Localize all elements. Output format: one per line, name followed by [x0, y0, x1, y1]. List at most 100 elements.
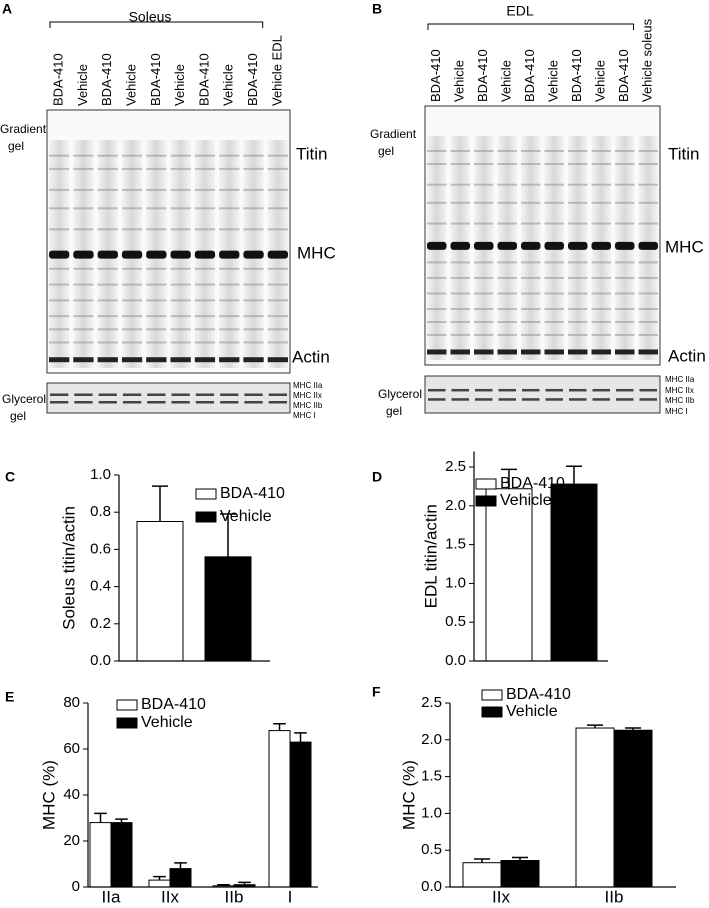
gel-band [521, 292, 541, 295]
gel-band [497, 150, 517, 153]
legend-swatch [475, 478, 497, 490]
isoform-label: MHC I [665, 407, 688, 416]
gel-band [97, 167, 118, 170]
gel-band [121, 167, 143, 170]
gel-band [638, 333, 658, 336]
bar [613, 729, 653, 888]
gel-band [591, 308, 611, 311]
gel-band [591, 162, 611, 165]
band-label: Titin [668, 144, 700, 163]
isoform-label: MHC IIb [293, 401, 323, 410]
gel-band-actin [49, 357, 70, 363]
lane-label: BDA-410 [51, 53, 66, 106]
gel-band [615, 308, 635, 311]
lane-label: Vehicle [75, 64, 90, 106]
gel-band-mhc [521, 241, 541, 250]
legend-swatch [195, 488, 217, 500]
gel-band-actin [219, 357, 240, 363]
gel-band [474, 292, 494, 295]
gel-band [638, 201, 658, 204]
gel-band [243, 228, 264, 231]
error-bar [94, 812, 107, 823]
y-tick-label: 0 [72, 878, 80, 895]
y-tick-label: 0.5 [421, 841, 442, 858]
error-bar [625, 727, 641, 731]
y-tick-label: 1.5 [445, 536, 466, 553]
legend-label: Vehicle [506, 703, 558, 720]
gel-band [615, 222, 635, 225]
gel-band [219, 267, 240, 270]
gel-band [450, 261, 470, 264]
gel-band-actin [638, 349, 658, 355]
band-label: MHC [665, 237, 704, 256]
gel-band-actin [591, 349, 611, 355]
glycerol-band [268, 401, 287, 404]
gel-band [170, 283, 191, 286]
gel-band [521, 201, 541, 204]
gel-band [474, 333, 494, 336]
gel-band-mhc [638, 241, 658, 250]
panel-letter: D [372, 469, 382, 485]
isoform-label: MHC IIa [665, 375, 695, 384]
gel-band [544, 162, 564, 165]
gel-band [121, 299, 143, 302]
gel-band [146, 328, 167, 331]
y-tick-label: 0.2 [90, 615, 111, 632]
y-tick-label: 1.0 [421, 804, 442, 821]
gel-band [146, 283, 167, 286]
gel-band [194, 315, 216, 318]
gel-band-mhc [73, 250, 94, 259]
glycerol-band [147, 401, 166, 404]
lane-label: BDA-410 [475, 49, 490, 102]
glycerol-band [50, 401, 69, 404]
glycerol-band [98, 401, 117, 404]
y-axis-label: MHC (%) [399, 760, 418, 830]
glycerol-band [498, 398, 516, 401]
gel-band [615, 292, 635, 295]
legend-swatch [475, 495, 497, 507]
gel-band-actin [121, 357, 143, 363]
gel-band-actin [194, 357, 216, 363]
legend-label: BDA-410 [141, 696, 206, 713]
gel-band-actin [521, 349, 541, 355]
glycerol-band [616, 398, 634, 401]
gel-band [568, 276, 588, 279]
gel-band-mhc [568, 241, 588, 250]
error-bar [501, 468, 517, 489]
glycerol-band [220, 401, 239, 404]
glycerol-band [639, 388, 657, 392]
glycerol-band [545, 388, 563, 392]
glycerol-band [451, 398, 469, 401]
gel-band [427, 201, 447, 204]
gel-band-actin [568, 349, 588, 355]
gel-band [267, 154, 288, 157]
y-tick-label: 0.0 [445, 652, 466, 669]
band-label: Actin [668, 346, 706, 365]
gel-band [497, 333, 517, 336]
gel-band [170, 154, 191, 157]
lane-label: BDA-410 [148, 53, 163, 106]
gel-band [497, 308, 517, 311]
gel-band [521, 183, 541, 186]
gel-band [474, 261, 494, 264]
band-label: Actin [292, 347, 330, 366]
glycerol-band [475, 388, 493, 392]
gel-band [194, 167, 216, 170]
gel-band [121, 188, 143, 191]
y-axis-label: Soleus titin/actin [59, 506, 78, 630]
error-bar [217, 883, 230, 886]
gel-label: Gradient [0, 122, 47, 136]
gel-band-actin [450, 349, 470, 355]
gel-band [97, 299, 118, 302]
lane-label: Vehicle [172, 64, 187, 106]
gel-band-mhc [427, 241, 447, 250]
bar [148, 879, 171, 888]
gel-band [497, 183, 517, 186]
isoform-label: MHC IIx [665, 386, 694, 395]
gel-band [97, 207, 118, 210]
gel-band [591, 320, 611, 323]
gel-band [474, 276, 494, 279]
gel-band [243, 154, 264, 157]
gel-label: Glycerol [378, 387, 422, 401]
gel-band [49, 299, 70, 302]
